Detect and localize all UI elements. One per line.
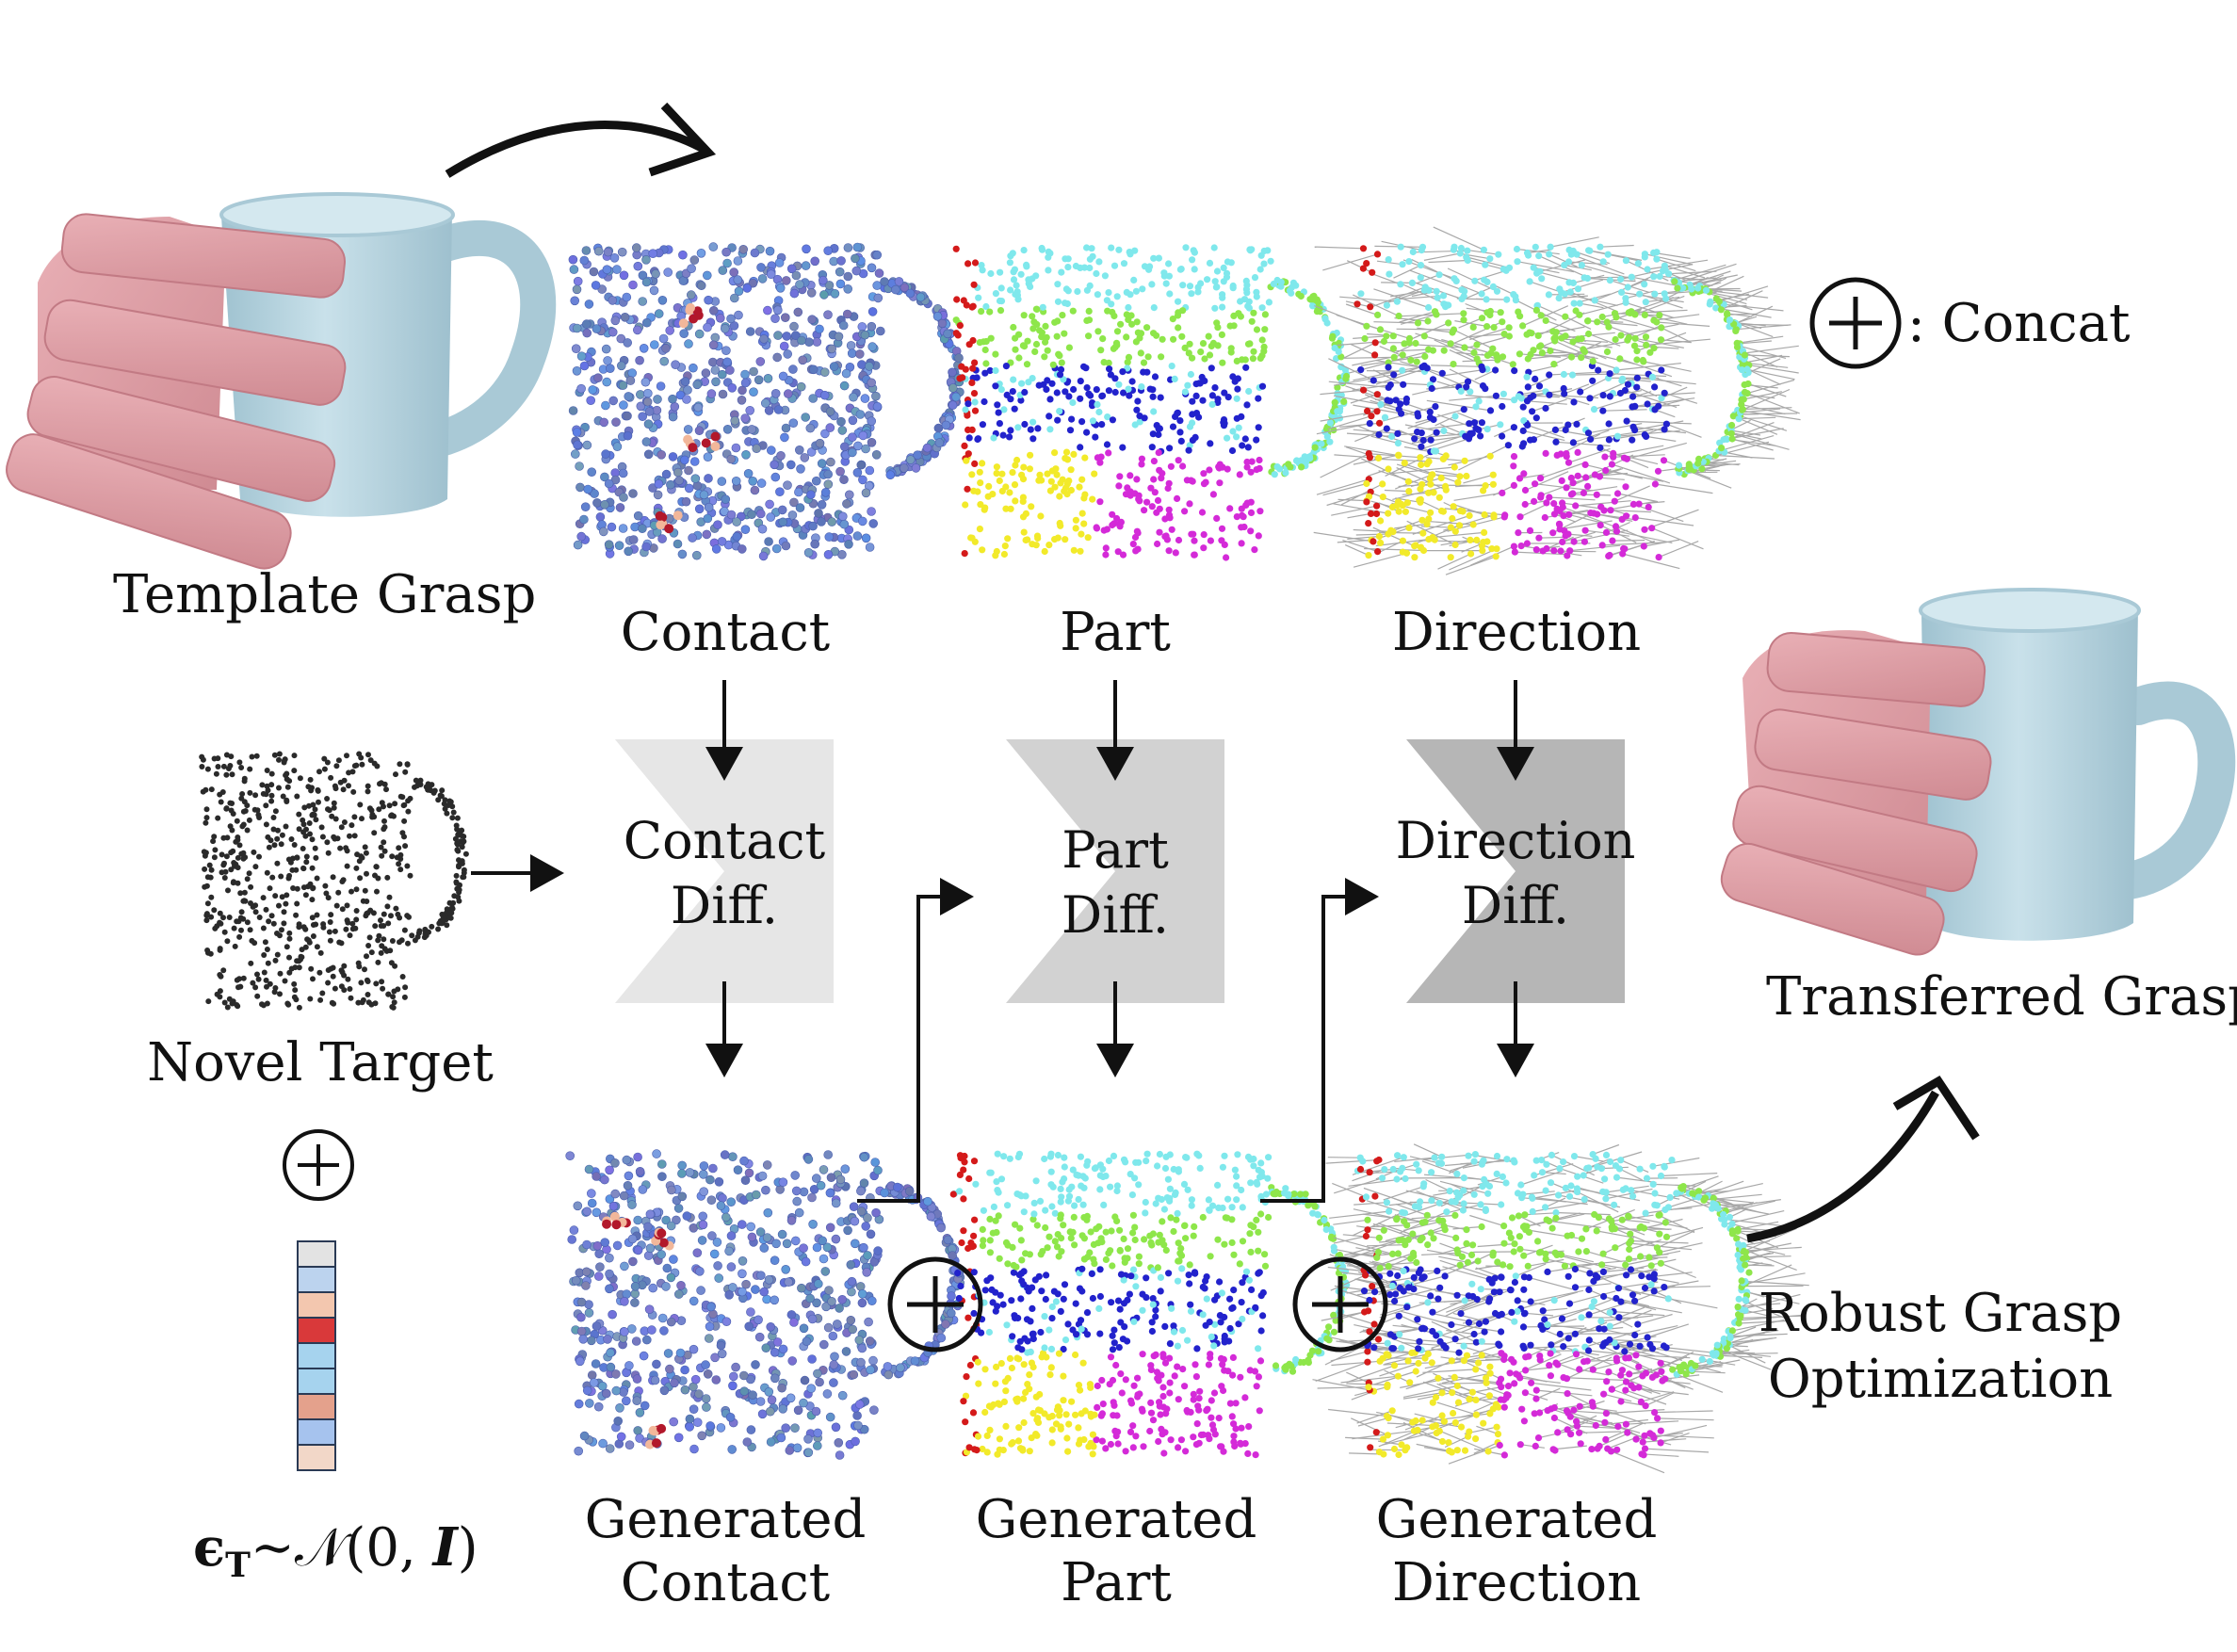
transferred-grasp-label: Transferred Grasp	[1766, 966, 2237, 1028]
optimization-arrow	[1746, 1090, 1939, 1243]
noise-formula: ϵT∼𝒩(0, I)	[193, 1516, 478, 1586]
direction-diffusion-block	[1406, 739, 1625, 1003]
generated-direction-label: Generated Direction	[1375, 1489, 1658, 1614]
generated-part-label: Generated Part	[975, 1489, 1257, 1614]
gen-contact-to-part-arrow	[857, 878, 974, 1203]
noise-vector-cell	[297, 1393, 336, 1420]
generated-part-point-cloud	[949, 1150, 1351, 1459]
noise-vector-cell	[297, 1444, 336, 1471]
template-to-contact-arrow	[445, 121, 709, 178]
concat-symbol-contact-part	[887, 1256, 983, 1352]
contact-point-cloud	[568, 242, 965, 561]
noise-vector	[297, 1240, 336, 1471]
direction-point-cloud	[1313, 226, 1801, 575]
template-grasp-label: Template Grasp	[113, 564, 537, 625]
noise-vector-cell	[297, 1266, 336, 1293]
direction-label: Direction	[1391, 602, 1642, 663]
part-diffusion-block	[1006, 739, 1224, 1003]
novel-target-point-cloud	[199, 751, 469, 1011]
generated-direction-point-cloud	[1312, 1143, 1809, 1474]
noise-vector-cell	[297, 1342, 336, 1369]
generated-contact-label: Generated Contact	[584, 1489, 867, 1614]
gen-part-to-direction-arrow	[1260, 878, 1379, 1203]
part-point-cloud	[952, 244, 1351, 561]
concat-symbol-novel	[283, 1129, 354, 1201]
noise-vector-cell	[297, 1317, 336, 1344]
template-grasp-render	[6, 192, 557, 570]
contact-diff-label: Contact Diff.	[623, 811, 826, 936]
noise-vector-cell	[297, 1418, 336, 1446]
transferred-grasp-render	[1720, 588, 2236, 956]
generated-contact-point-cloud	[565, 1149, 965, 1460]
noise-vector-cell	[297, 1240, 336, 1268]
noise-vector-cell	[297, 1291, 336, 1319]
novel-target-label: Novel Target	[147, 1032, 494, 1093]
robust-optimization-label: Robust Grasp Optimization	[1758, 1283, 2123, 1410]
part-label: Part	[1060, 602, 1171, 663]
concat-legend-label: : Concat	[1907, 293, 2131, 354]
part-diff-label: Part Diff.	[1061, 820, 1170, 946]
concat-legend-symbol	[1809, 277, 1902, 369]
direction-diff-label: Direction Diff.	[1395, 811, 1636, 936]
contact-label: Contact	[620, 602, 831, 663]
concat-symbol-part-direction	[1292, 1256, 1388, 1352]
noise-vector-cell	[297, 1368, 336, 1395]
contact-diffusion-block-inner	[615, 739, 834, 871]
